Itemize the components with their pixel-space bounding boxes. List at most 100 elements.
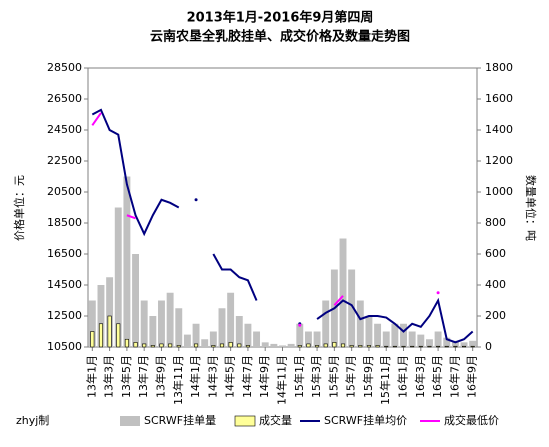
bar bbox=[150, 345, 155, 348]
bar bbox=[149, 316, 157, 347]
bar bbox=[375, 345, 380, 348]
bar bbox=[358, 345, 363, 348]
x-tick-label: 15年7月 bbox=[344, 355, 358, 398]
bar bbox=[444, 345, 449, 348]
line-point bbox=[436, 291, 440, 295]
y2-axis-label: 数量单位：吨 bbox=[524, 175, 538, 241]
line bbox=[91, 112, 102, 126]
bar bbox=[365, 316, 373, 347]
bar bbox=[140, 300, 148, 347]
x-tick-label: 15年3月 bbox=[309, 355, 323, 398]
legend-swatch bbox=[234, 415, 256, 427]
y2-tick-label: 0 bbox=[485, 340, 492, 353]
credit: zhyj制 bbox=[16, 414, 49, 427]
line bbox=[126, 214, 136, 220]
bar bbox=[315, 345, 320, 348]
bar bbox=[142, 343, 147, 348]
bar bbox=[332, 342, 337, 348]
bar bbox=[237, 343, 242, 348]
y-tick-label: 24500 bbox=[47, 123, 82, 136]
bar bbox=[253, 331, 261, 347]
legend-label: 成交量 bbox=[259, 413, 292, 427]
line bbox=[333, 295, 344, 306]
y-tick-label: 26500 bbox=[47, 92, 82, 105]
legend-label: SCRWF挂单量 bbox=[144, 413, 216, 427]
bar bbox=[192, 323, 200, 347]
x-tick-label: 16年3月 bbox=[413, 355, 427, 398]
bar bbox=[219, 343, 225, 348]
bar bbox=[124, 338, 129, 348]
y-tick-label: 14500 bbox=[47, 278, 82, 291]
bar bbox=[227, 292, 235, 347]
x-tick-label: 14年3月 bbox=[205, 355, 219, 398]
chart-subtitle: 云南农垦全乳胶挂单、成交价格及数量走势图 bbox=[150, 29, 410, 45]
bar bbox=[356, 300, 364, 347]
x-tick-label: 16年7月 bbox=[447, 355, 461, 398]
bar bbox=[462, 345, 467, 348]
bar bbox=[436, 345, 441, 348]
bar bbox=[427, 345, 432, 348]
bar bbox=[384, 345, 389, 348]
line-point bbox=[194, 198, 198, 202]
bar bbox=[401, 345, 406, 348]
bar bbox=[88, 300, 96, 347]
line bbox=[316, 297, 474, 344]
line-point bbox=[298, 323, 302, 327]
x-tick-label: 15年11月 bbox=[378, 355, 392, 405]
y-tick-label: 28500 bbox=[47, 61, 82, 74]
bar bbox=[114, 207, 122, 347]
legend-label: SCRWF挂单均价 bbox=[324, 413, 407, 427]
bar bbox=[434, 331, 442, 347]
y-tick-label: 22500 bbox=[47, 154, 82, 167]
y2-tick-label: 400 bbox=[485, 278, 506, 291]
x-tick-label: 13年5月 bbox=[119, 355, 133, 398]
x-tick-label: 14年9月 bbox=[257, 355, 271, 398]
y2-tick-label: 1000 bbox=[485, 185, 513, 198]
y-tick-label: 20500 bbox=[47, 185, 82, 198]
bar bbox=[340, 343, 346, 348]
bar bbox=[323, 343, 328, 348]
x-tick-label: 14年11月 bbox=[275, 355, 289, 405]
bar bbox=[460, 342, 468, 347]
x-tick-label: 13年11月 bbox=[171, 355, 185, 405]
bar bbox=[90, 331, 95, 348]
y-tick-label: 12500 bbox=[47, 309, 82, 322]
bar bbox=[339, 238, 347, 347]
bar bbox=[313, 331, 321, 347]
bar bbox=[159, 343, 164, 348]
line bbox=[91, 108, 180, 237]
bar bbox=[218, 308, 226, 347]
bar bbox=[158, 300, 165, 347]
bar bbox=[443, 337, 451, 347]
bar bbox=[106, 277, 114, 347]
bar bbox=[194, 343, 199, 348]
bar bbox=[451, 340, 459, 347]
bar bbox=[469, 340, 477, 347]
bar bbox=[133, 342, 138, 348]
bar bbox=[123, 176, 131, 347]
bar bbox=[408, 331, 416, 347]
bar bbox=[261, 342, 269, 347]
bar bbox=[322, 300, 330, 347]
x-tick-label: 15年1月 bbox=[292, 355, 306, 398]
bar bbox=[453, 345, 458, 348]
bar bbox=[348, 269, 356, 347]
y2-tick-label: 1200 bbox=[485, 154, 513, 167]
bar bbox=[366, 345, 371, 348]
y2-tick-label: 200 bbox=[485, 309, 506, 322]
legend-label: 成交最低价 bbox=[444, 413, 499, 427]
bar bbox=[116, 323, 121, 348]
bar bbox=[209, 331, 217, 347]
chart-title: 2013年1月-2016年9月第四周 bbox=[187, 10, 374, 26]
bar bbox=[235, 316, 243, 347]
x-tick-label: 13年9月 bbox=[153, 355, 167, 398]
bar bbox=[296, 323, 304, 347]
bar bbox=[97, 285, 105, 347]
bar bbox=[410, 345, 415, 348]
x-tick-label: 14年5月 bbox=[223, 355, 237, 398]
bar bbox=[349, 345, 354, 348]
bar bbox=[391, 323, 399, 347]
bar bbox=[297, 345, 302, 348]
bar bbox=[98, 323, 103, 348]
